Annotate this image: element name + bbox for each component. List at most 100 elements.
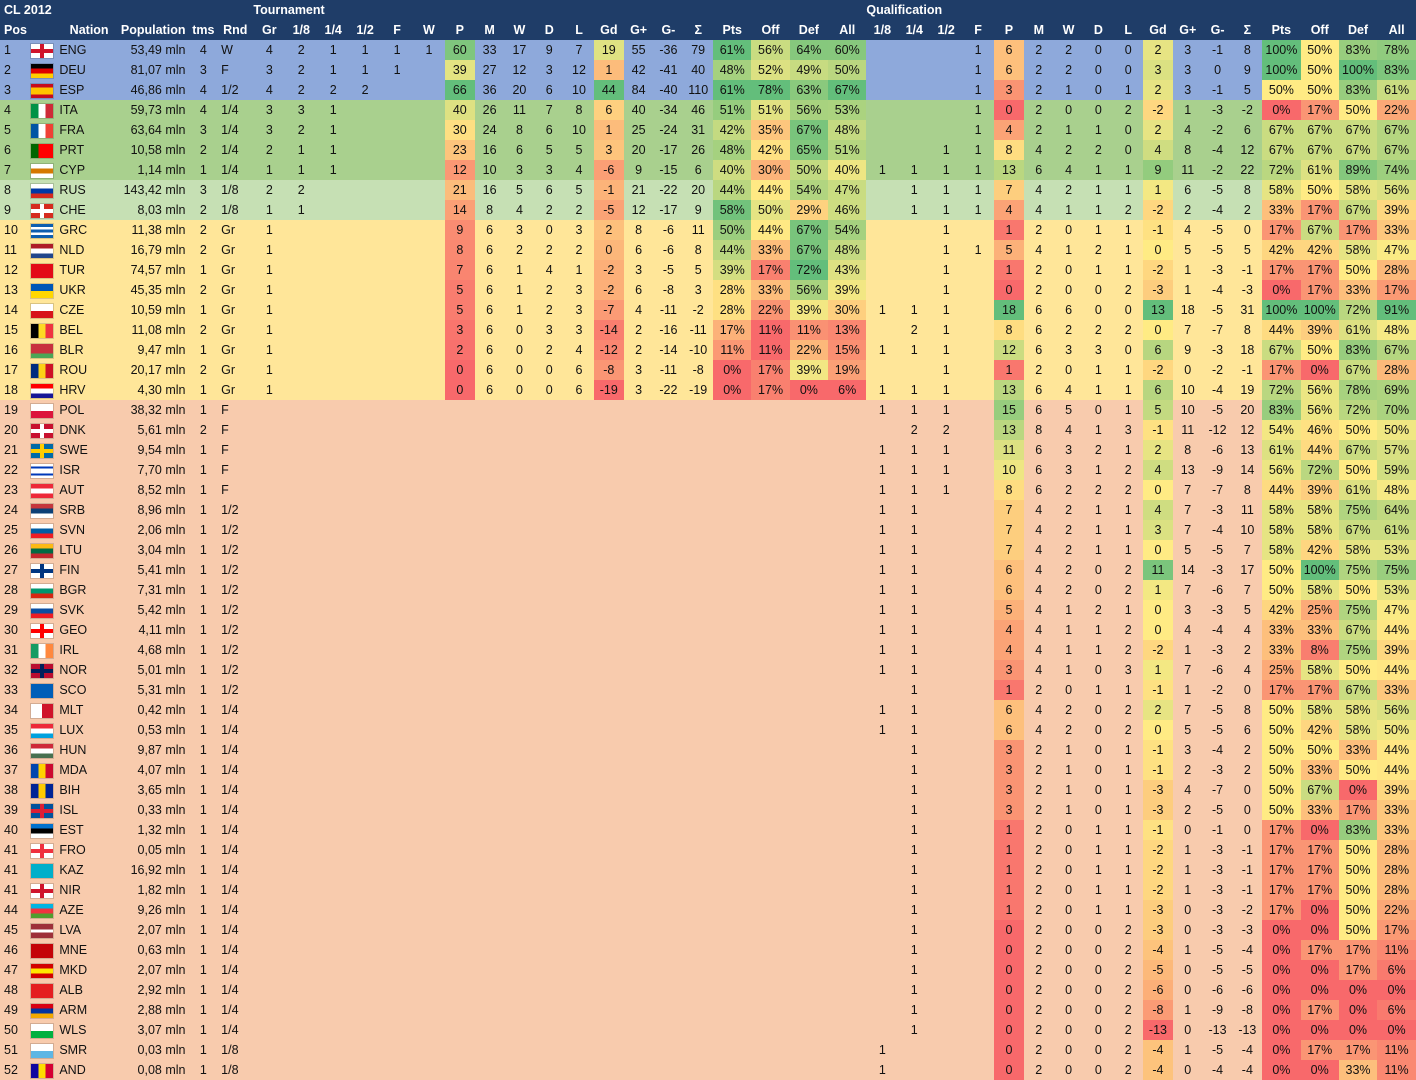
tournament-stat-cell [534, 740, 564, 760]
qualification-stat-cell: 67% [1338, 120, 1378, 140]
qualification-stat-cell: -9 [1211, 1003, 1224, 1017]
tournament-stat-cell: 13% [828, 320, 867, 340]
tournament-stat-cell [534, 780, 564, 800]
qualification-round-cell: 1 [942, 443, 950, 457]
qualification-round-cell: 1 [910, 563, 918, 577]
qualification-stat-cell: 64% [1377, 500, 1416, 520]
tournament-stat-cell [505, 860, 535, 880]
qualification-stat-cell: 83% [1377, 60, 1416, 80]
qualification-stat-cell: 6 [1035, 403, 1043, 417]
tournament-round-cell [349, 340, 381, 360]
tournament-stat-cell [475, 740, 505, 760]
tournament-stat-cell: 0% [713, 360, 752, 380]
qualification-stat-cell: 1 [1094, 223, 1102, 237]
qualification-round-cell [930, 80, 962, 100]
qualification-stat-cell: 17% [1300, 200, 1339, 220]
qualification-stat-cell: 28% [1377, 880, 1416, 900]
tournament-round-cell [349, 940, 381, 960]
tournament-stat-cell [683, 980, 713, 1000]
qualification-round-cell: 1 [878, 163, 886, 177]
tournament-stat-cell: 65% [789, 140, 829, 160]
tournament-stat-cell [564, 1040, 594, 1060]
tournament-stat-cell: 39% [828, 280, 867, 300]
tournament-round-cell [413, 520, 445, 540]
tournament-stat-cell [713, 720, 751, 740]
qualification-stat-cell: 67% [1338, 360, 1378, 380]
qualification-stat-cell: -2 [1143, 360, 1173, 380]
tournament-stat-cell [828, 520, 866, 540]
tournament-stat-cell [505, 840, 535, 860]
qualification-round-cell [930, 60, 962, 80]
teams-cell: 4 [199, 83, 207, 97]
tournament-stat-cell: 44% [751, 220, 790, 240]
tournament-stat-cell [654, 1000, 684, 1020]
tournament-stat-cell [790, 940, 828, 960]
tournament-stat-cell [564, 1000, 594, 1020]
tournament-round-cell [349, 560, 381, 580]
qualification-stat-cell: -6 [1143, 980, 1173, 1000]
qualification-stat-cell: 0 [1065, 283, 1073, 297]
qualification-stat-cell: 33% [1338, 1060, 1378, 1080]
tournament-stat-cell [594, 940, 624, 960]
teams-cell: 1 [199, 683, 207, 697]
tournament-stat-cell: 1 [515, 303, 523, 317]
qualification-round-cell: 1 [878, 343, 886, 357]
qualification-stat-cell: 4 [1243, 623, 1251, 637]
tournament-stat-cell: 54% [828, 220, 867, 240]
nation-cell: KAZ [59, 863, 84, 877]
tournament-stat-cell [751, 660, 789, 680]
qualification-round-cell: 1 [910, 603, 918, 617]
teams-cell: 1 [199, 783, 207, 797]
tournament-stat-cell [654, 1060, 684, 1080]
tournament-round-cell [285, 600, 317, 620]
tournament-stat-cell: -19 [689, 383, 708, 397]
qualification-stat-cell: 0 [994, 1040, 1024, 1060]
tournament-stat-cell: 5 [444, 280, 475, 300]
table-row: 38 BIH 3,65 mln 1 1/4 1 3 2 1 0 1 -3 4 -7 0 50% 67% 0% 39% [0, 780, 1416, 800]
tournament-stat-cell [475, 560, 505, 580]
tournament-stat-cell: 64% [789, 40, 829, 60]
tournament-stat-cell [564, 760, 594, 780]
qualification-round-cell: 1 [942, 463, 950, 477]
flag-icon [31, 823, 54, 838]
qualification-stat-cell: 1 [1184, 1003, 1192, 1017]
nation-cell: AZE [59, 903, 84, 917]
tournament-stat-cell [564, 640, 594, 660]
tournament-stat-cell [505, 700, 535, 720]
qualification-stat-cell: 2 [1094, 323, 1102, 337]
tournament-round-cell [381, 920, 413, 940]
tournament-stat-cell [564, 740, 594, 760]
tournament-stat-cell [445, 920, 475, 940]
tournament-round-cell [317, 920, 349, 940]
tournament-round-cell [317, 660, 349, 680]
tournament-stat-cell: 8 [444, 240, 475, 260]
qualification-stat-cell: 1 [1143, 180, 1173, 200]
tournament-round-cell [349, 640, 381, 660]
qualification-round-cell [930, 100, 962, 120]
qualification-stat-cell: 8 [994, 140, 1024, 160]
qualification-stat-cell: 4 [1035, 603, 1043, 617]
teams-cell: 2 [199, 203, 207, 217]
qualification-stat-cell: -4 [1211, 623, 1224, 637]
qualification-stat-cell: -3 [1211, 863, 1224, 877]
round-cell: F [221, 63, 229, 77]
flag-icon [31, 263, 54, 278]
flag-cell [29, 680, 56, 700]
qualification-round-cell: 2 [910, 423, 918, 437]
tournament-round-cell [381, 1060, 413, 1080]
tournament-stat-cell: 39% [713, 260, 752, 280]
qualification-stat-cell: 3 [994, 800, 1024, 820]
tournament-round-cell [285, 760, 317, 780]
tournament-stat-cell: 0 [515, 383, 523, 397]
qualification-stat-cell: 1 [1124, 223, 1132, 237]
qualification-stat-cell: -5 [1211, 1043, 1224, 1057]
qualification-round-cell: 1 [910, 383, 918, 397]
round-cell: 1/4 [221, 103, 239, 117]
table-row: 30 GEO 4,11 mln 1 1/2 1 1 4 4 1 1 2 0 4 -4 4 33% 33% 67% 44… [0, 620, 1416, 640]
table-row: 18 HRV 4,30 mln 1 Gr 1 0 6 0 0 6 -19 3 -22 -19 0% 17% 0% 6… [0, 380, 1416, 400]
tournament-stat-cell: 48% [828, 240, 867, 260]
qualification-stat-cell: 67% [1338, 440, 1378, 460]
tournament-round-cell [349, 700, 381, 720]
flag-icon [31, 1043, 54, 1058]
